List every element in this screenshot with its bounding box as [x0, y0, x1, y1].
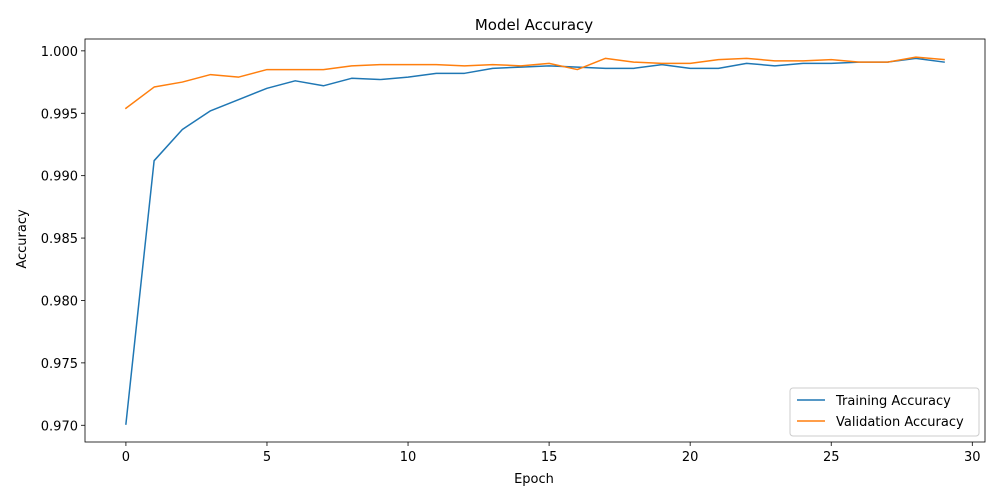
x-tick-label: 15: [541, 450, 558, 465]
x-tick-label: 10: [400, 450, 417, 465]
x-axis-label: Epoch: [514, 472, 554, 487]
x-tick-label: 25: [823, 450, 840, 465]
legend-box: [789, 387, 980, 437]
axes-frame: [84, 38, 986, 443]
y-tick-label: 0.975: [41, 357, 78, 372]
x-tick-label: 20: [682, 450, 699, 465]
legend-label-validation: Validation Accuracy: [836, 415, 964, 430]
y-tick-label: 0.980: [41, 294, 78, 309]
y-tick-label: 0.990: [41, 170, 78, 185]
x-tick-label: 5: [263, 450, 271, 465]
x-tick-label: 0: [122, 450, 130, 465]
series-line-training-accuracy: [125, 57, 945, 425]
y-tick-label: 0.970: [41, 419, 78, 434]
y-tick-label: 1.000: [41, 45, 78, 60]
legend: Training Accuracy Validation Accuracy: [789, 387, 980, 437]
x-tick-label: 30: [964, 450, 981, 465]
y-tick-label: 0.985: [41, 232, 78, 247]
plot-area: 0 5 10 15 20 25 30 0.970 0.975 0.980 0.985 0.990 0.9…: [41, 38, 986, 465]
y-axis-label: Accuracy: [15, 209, 30, 269]
series-line-validation-accuracy: [124, 56, 945, 110]
chart-title: Model Accuracy: [475, 16, 593, 34]
legend-label-training: Training Accuracy: [835, 394, 951, 409]
y-tick-label: 0.995: [41, 107, 78, 122]
